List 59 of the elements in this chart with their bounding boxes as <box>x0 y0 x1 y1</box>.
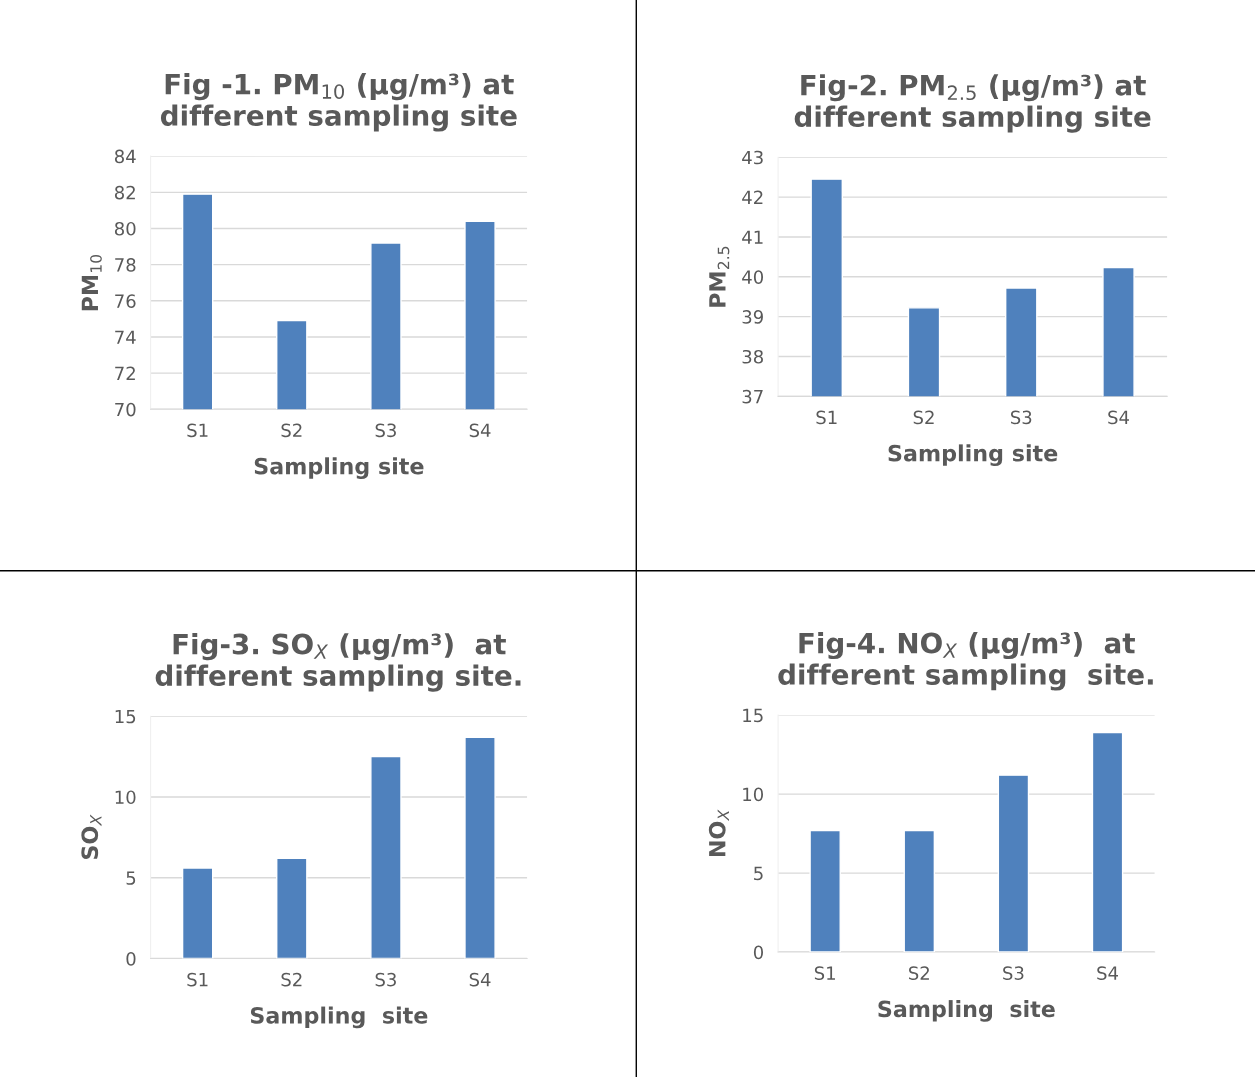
bar <box>276 857 308 959</box>
bar <box>1091 731 1124 953</box>
y-tick-label: 10 <box>743 787 764 802</box>
y-tick-label: 70 <box>115 402 136 417</box>
y-tick-label: 37 <box>742 389 763 404</box>
y-axis-title: PM$_{10}$ <box>81 254 102 311</box>
x-axis-title: Sampling site <box>888 444 1058 467</box>
x-tick-label: S4 <box>469 423 491 438</box>
x-tick-label: S3 <box>1003 966 1024 980</box>
chart-title: Fig-3. SO$_{X}$ (µg/m³) at different sampling site. <box>155 633 521 692</box>
y-axis-title: SO$_{X}$ <box>81 814 102 859</box>
x-tick-label: S4 <box>1108 410 1129 425</box>
bar <box>370 755 402 959</box>
x-tick-label: S1 <box>816 410 837 425</box>
bar <box>464 736 496 959</box>
y-tick-label: 41 <box>742 230 763 244</box>
x-tick-label: S2 <box>281 423 302 438</box>
x-axis-title: Sampling site <box>878 1000 1055 1022</box>
x-tick-label: S3 <box>375 972 396 987</box>
y-tick-label: 74 <box>115 330 136 344</box>
y-tick-label: 78 <box>115 258 136 272</box>
y-tick-label: 5 <box>126 871 136 885</box>
bar <box>809 829 841 953</box>
y-tick-label: 40 <box>742 270 764 284</box>
y-axis-title: PM$_{2.5}$ <box>709 246 730 307</box>
x-tick-label: S2 <box>913 410 934 425</box>
x-tick-label: S4 <box>1097 966 1118 980</box>
chart-title: Fig-2. PM$_{2.5}$ (µg/m³) at different sampling site <box>794 74 1151 133</box>
y-tick-label: 80 <box>114 221 136 236</box>
x-axis-title: Sampling site <box>254 457 424 479</box>
y-tick-label: 42 <box>742 190 763 204</box>
y-axis-title: NO$_{X}$ <box>708 809 729 857</box>
x-tick-label: S3 <box>1010 410 1032 425</box>
bar <box>997 774 1030 953</box>
y-tick-label: 76 <box>115 294 136 308</box>
bar <box>181 867 214 959</box>
y-tick-label: 5 <box>754 866 763 881</box>
y-tick-label: 72 <box>115 366 135 380</box>
y-tick-label: 15 <box>743 708 763 723</box>
bar <box>903 829 936 953</box>
y-tick-label: 0 <box>126 951 136 966</box>
x-tick-label: S1 <box>814 966 835 980</box>
y-tick-label: 43 <box>742 150 763 165</box>
y-tick-label: 38 <box>742 349 763 364</box>
chart-title: Fig-4. NO$_{X}$ (µg/m³) at different sampling site. <box>778 632 1153 691</box>
y-tick-label: 0 <box>753 945 764 960</box>
x-tick-label: S2 <box>909 966 929 980</box>
y-tick-label: 82 <box>114 185 135 200</box>
y-tick-label: 84 <box>114 149 136 164</box>
chart-title: Fig -1. PM$_{10}$ (µg/m³) at different sampling site <box>160 73 517 132</box>
x-tick-label: S2 <box>281 972 302 987</box>
x-tick-label: S1 <box>187 423 208 438</box>
y-tick-label: 10 <box>115 790 136 805</box>
y-tick-label: 39 <box>742 310 763 324</box>
x-tick-label: S4 <box>469 972 491 987</box>
x-axis-title: Sampling site <box>250 1006 428 1029</box>
y-tick-label: 15 <box>115 709 136 724</box>
x-tick-label: S3 <box>375 423 396 438</box>
x-tick-label: S1 <box>187 972 208 987</box>
